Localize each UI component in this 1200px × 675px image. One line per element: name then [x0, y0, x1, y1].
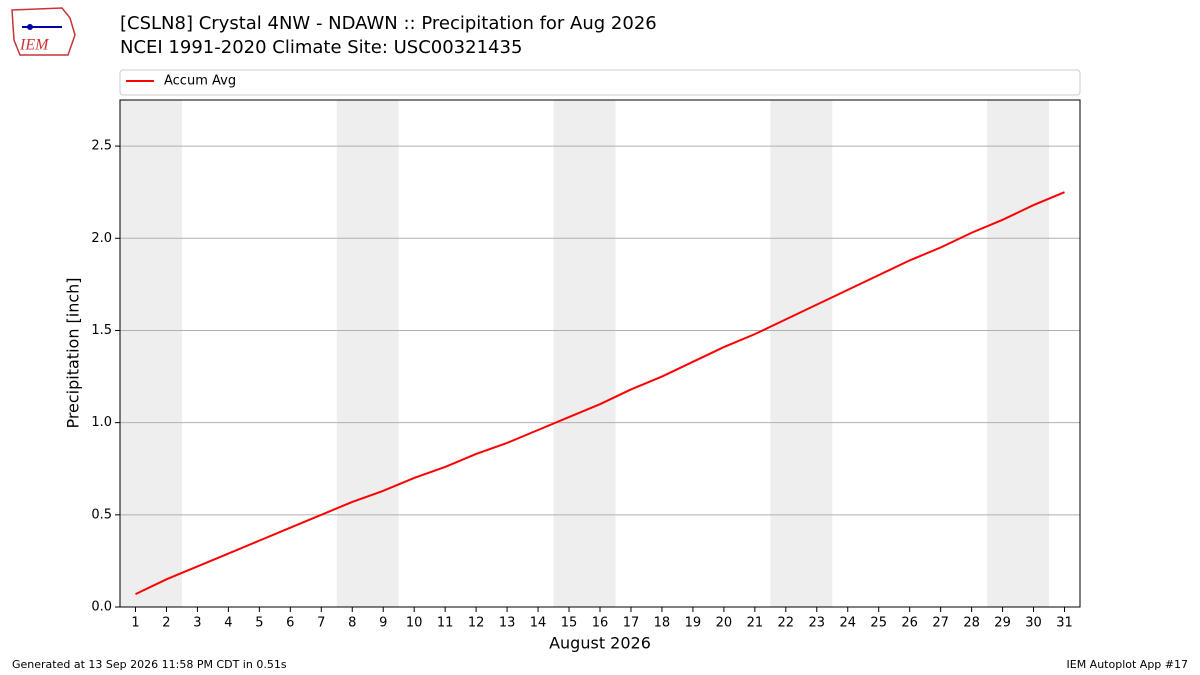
x-tick-label: 24 [839, 616, 856, 631]
legend-box [119, 69, 1081, 96]
x-tick-label: 11 [437, 616, 454, 631]
x-tick-label: 18 [654, 616, 671, 631]
x-tick-label: 26 [901, 616, 918, 631]
weekend-span [553, 100, 616, 607]
y-tick-label: 0.0 [91, 600, 112, 615]
y-tick-label: 1.5 [91, 323, 112, 338]
x-tick-label: 22 [778, 616, 795, 631]
x-tick-label: 9 [379, 616, 387, 631]
x-tick-label: 13 [499, 616, 516, 631]
x-tick-label: 19 [685, 616, 702, 631]
x-axis-label: August 2026 [549, 634, 651, 653]
logo-dot [27, 24, 33, 30]
x-tick-label: 12 [468, 616, 485, 631]
y-tick-label: 0.5 [91, 507, 112, 522]
footer-left: Generated at 13 Sep 2026 11:58 PM CDT in… [12, 658, 287, 671]
legend-label: Accum Avg [164, 74, 236, 89]
x-tick-label: 7 [317, 616, 325, 631]
x-tick-label: 20 [716, 616, 733, 631]
logo-text: IEM [19, 37, 50, 54]
x-tick-label: 14 [530, 616, 547, 631]
x-tick-label: 4 [224, 616, 232, 631]
x-tick-label: 21 [747, 616, 764, 631]
y-tick-label: 2.0 [91, 231, 112, 246]
x-tick-label: 10 [406, 616, 423, 631]
weekend-span [770, 100, 833, 607]
footer-right: IEM Autoplot App #17 [1067, 658, 1189, 671]
data-line [135, 191, 1065, 595]
x-tick-label: 30 [1025, 616, 1042, 631]
weekend-span [120, 100, 182, 607]
x-tick-label: 2 [162, 616, 170, 631]
chart-subtitle: NCEI 1991-2020 Climate Site: USC00321435 [120, 37, 522, 58]
x-tick-label: 17 [623, 616, 640, 631]
logo-outline [11, 7, 76, 56]
y-axis-label: Precipitation [inch] [64, 277, 83, 428]
y-tick-label: 2.5 [91, 139, 112, 154]
x-tick-label: 8 [348, 616, 356, 631]
y-tick-label: 1.0 [91, 415, 112, 430]
chart-title: [CSLN8] Crystal 4NW - NDAWN :: Precipita… [120, 13, 657, 34]
weekend-span [987, 100, 1050, 607]
plot-frame [119, 99, 1081, 608]
x-tick-label: 31 [1056, 616, 1073, 631]
x-tick-label: 1 [131, 616, 139, 631]
x-tick-label: 6 [286, 616, 294, 631]
x-tick-label: 15 [561, 616, 578, 631]
x-tick-label: 3 [193, 616, 201, 631]
x-tick-label: 23 [809, 616, 826, 631]
x-tick-label: 25 [870, 616, 887, 631]
x-tick-label: 5 [255, 616, 263, 631]
logo: IEM [11, 7, 76, 56]
x-tick-label: 28 [963, 616, 980, 631]
weekend-span [336, 100, 399, 607]
x-tick-label: 27 [932, 616, 949, 631]
x-tick-label: 29 [994, 616, 1011, 631]
x-tick-label: 16 [592, 616, 609, 631]
